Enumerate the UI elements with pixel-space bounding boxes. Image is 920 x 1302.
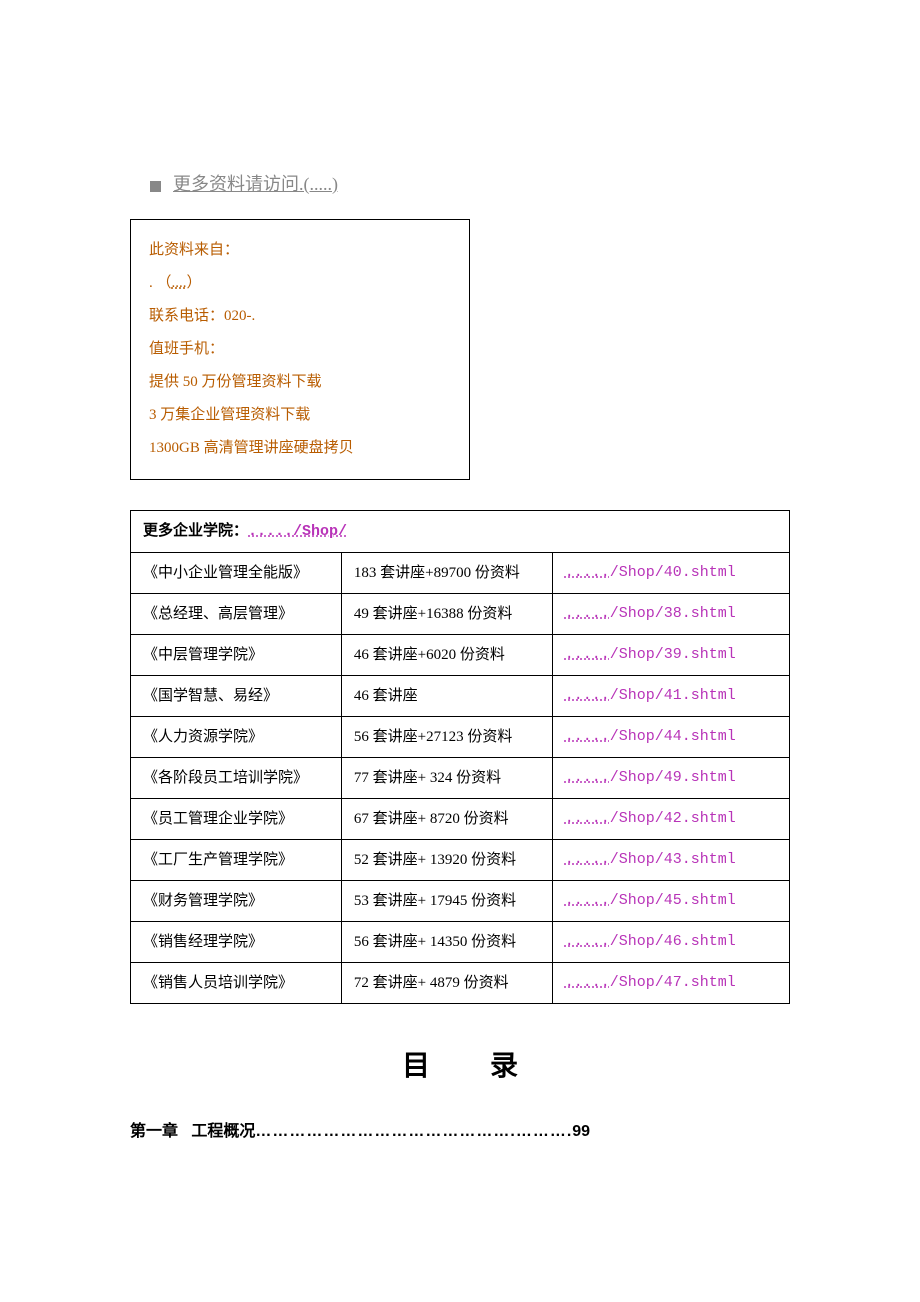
course-desc: 46 套讲座+6020 份资料 <box>341 634 552 675</box>
table-header-cell: 更多企业学院：...../Shop/ <box>131 510 790 552</box>
course-name: 《人力资源学院》 <box>131 716 342 757</box>
course-link[interactable]: ...../Shop/45.shtml <box>552 880 789 921</box>
course-name: 《国学智慧、易经》 <box>131 675 342 716</box>
info-line-dotted: . （....） <box>149 267 451 300</box>
course-link[interactable]: ...../Shop/39.shtml <box>552 634 789 675</box>
course-link[interactable]: ...../Shop/43.shtml <box>552 839 789 880</box>
course-link[interactable]: ...../Shop/49.shtml <box>552 757 789 798</box>
table-row: 《总经理、高层管理》49 套讲座+16388 份资料...../Shop/38.… <box>131 593 790 634</box>
bullet-icon <box>150 181 161 192</box>
table-row: 《销售人员培训学院》72 套讲座+ 4879 份资料...../Shop/47.… <box>131 962 790 1003</box>
course-link[interactable]: ...../Shop/44.shtml <box>552 716 789 757</box>
course-desc: 183 套讲座+89700 份资料 <box>341 552 552 593</box>
info-box: 此资料来自： . （....） 联系电话：020-. 值班手机： 提供 50 万… <box>130 219 470 480</box>
table-row: 《销售经理学院》56 套讲座+ 14350 份资料...../Shop/46.s… <box>131 921 790 962</box>
header-link[interactable]: 更多资料请访问.(.....) <box>173 174 338 194</box>
course-desc: 72 套讲座+ 4879 份资料 <box>341 962 552 1003</box>
table-row: 《财务管理学院》53 套讲座+ 17945 份资料...../Shop/45.s… <box>131 880 790 921</box>
table-row: 《各阶段员工培训学院》77 套讲座+ 324 份资料...../Shop/49.… <box>131 757 790 798</box>
course-name: 《员工管理企业学院》 <box>131 798 342 839</box>
toc-dots: ……………………………………….………. <box>255 1123 572 1140</box>
course-desc: 52 套讲座+ 13920 份资料 <box>341 839 552 880</box>
info-line-mobile: 值班手机： <box>149 333 451 366</box>
table-header-link[interactable]: ...../Shop/ <box>248 523 347 540</box>
table-row: 《工厂生产管理学院》52 套讲座+ 13920 份资料...../Shop/43… <box>131 839 790 880</box>
course-name: 《中小企业管理全能版》 <box>131 552 342 593</box>
info-dotted-link[interactable]: .... <box>172 275 187 291</box>
course-desc: 53 套讲座+ 17945 份资料 <box>341 880 552 921</box>
info-line-download3: 1300GB 高清管理讲座硬盘拷贝 <box>149 432 451 465</box>
info-dotted-suffix: ） <box>187 275 202 291</box>
course-name: 《销售经理学院》 <box>131 921 342 962</box>
table-header-row: 更多企业学院：...../Shop/ <box>131 510 790 552</box>
table-row: 《员工管理企业学院》67 套讲座+ 8720 份资料...../Shop/42.… <box>131 798 790 839</box>
info-line-download1: 提供 50 万份管理资料下载 <box>149 366 451 399</box>
course-name: 《财务管理学院》 <box>131 880 342 921</box>
info-dotted-prefix: . （ <box>149 275 172 291</box>
course-name: 《销售人员培训学院》 <box>131 962 342 1003</box>
course-desc: 46 套讲座 <box>341 675 552 716</box>
course-desc: 56 套讲座+27123 份资料 <box>341 716 552 757</box>
table-row: 《人力资源学院》56 套讲座+27123 份资料...../Shop/44.sh… <box>131 716 790 757</box>
toc-chapter-title: 工程概况 <box>191 1123 255 1140</box>
header-line: 更多资料请访问.(.....) <box>130 170 790 199</box>
course-desc: 56 套讲座+ 14350 份资料 <box>341 921 552 962</box>
course-name: 《各阶段员工培训学院》 <box>131 757 342 798</box>
course-desc: 49 套讲座+16388 份资料 <box>341 593 552 634</box>
course-link[interactable]: ...../Shop/46.shtml <box>552 921 789 962</box>
course-link[interactable]: ...../Shop/38.shtml <box>552 593 789 634</box>
course-link[interactable]: ...../Shop/42.shtml <box>552 798 789 839</box>
course-name: 《工厂生产管理学院》 <box>131 839 342 880</box>
course-link[interactable]: ...../Shop/47.shtml <box>552 962 789 1003</box>
toc-title: 目录 <box>130 1044 790 1089</box>
info-line-phone: 联系电话：020-. <box>149 300 451 333</box>
course-link[interactable]: ...../Shop/41.shtml <box>552 675 789 716</box>
table-row: 《中小企业管理全能版》183 套讲座+89700 份资料...../Shop/4… <box>131 552 790 593</box>
course-name: 《总经理、高层管理》 <box>131 593 342 634</box>
course-desc: 67 套讲座+ 8720 份资料 <box>341 798 552 839</box>
table-header-label: 更多企业学院： <box>143 523 248 539</box>
toc-page-number: 99 <box>572 1123 590 1140</box>
table-row: 《中层管理学院》46 套讲座+6020 份资料...../Shop/39.sht… <box>131 634 790 675</box>
course-table: 更多企业学院：...../Shop/ 《中小企业管理全能版》183 套讲座+89… <box>130 510 790 1004</box>
toc-chapter-label: 第一章 <box>130 1123 178 1140</box>
info-line-source: 此资料来自： <box>149 234 451 267</box>
course-desc: 77 套讲座+ 324 份资料 <box>341 757 552 798</box>
table-row: 《国学智慧、易经》46 套讲座...../Shop/41.shtml <box>131 675 790 716</box>
toc-chapter-1: 第一章 工程概况……………………………………….……….99 <box>130 1119 790 1145</box>
course-link[interactable]: ...../Shop/40.shtml <box>552 552 789 593</box>
course-name: 《中层管理学院》 <box>131 634 342 675</box>
info-line-download2: 3 万集企业管理资料下载 <box>149 399 451 432</box>
